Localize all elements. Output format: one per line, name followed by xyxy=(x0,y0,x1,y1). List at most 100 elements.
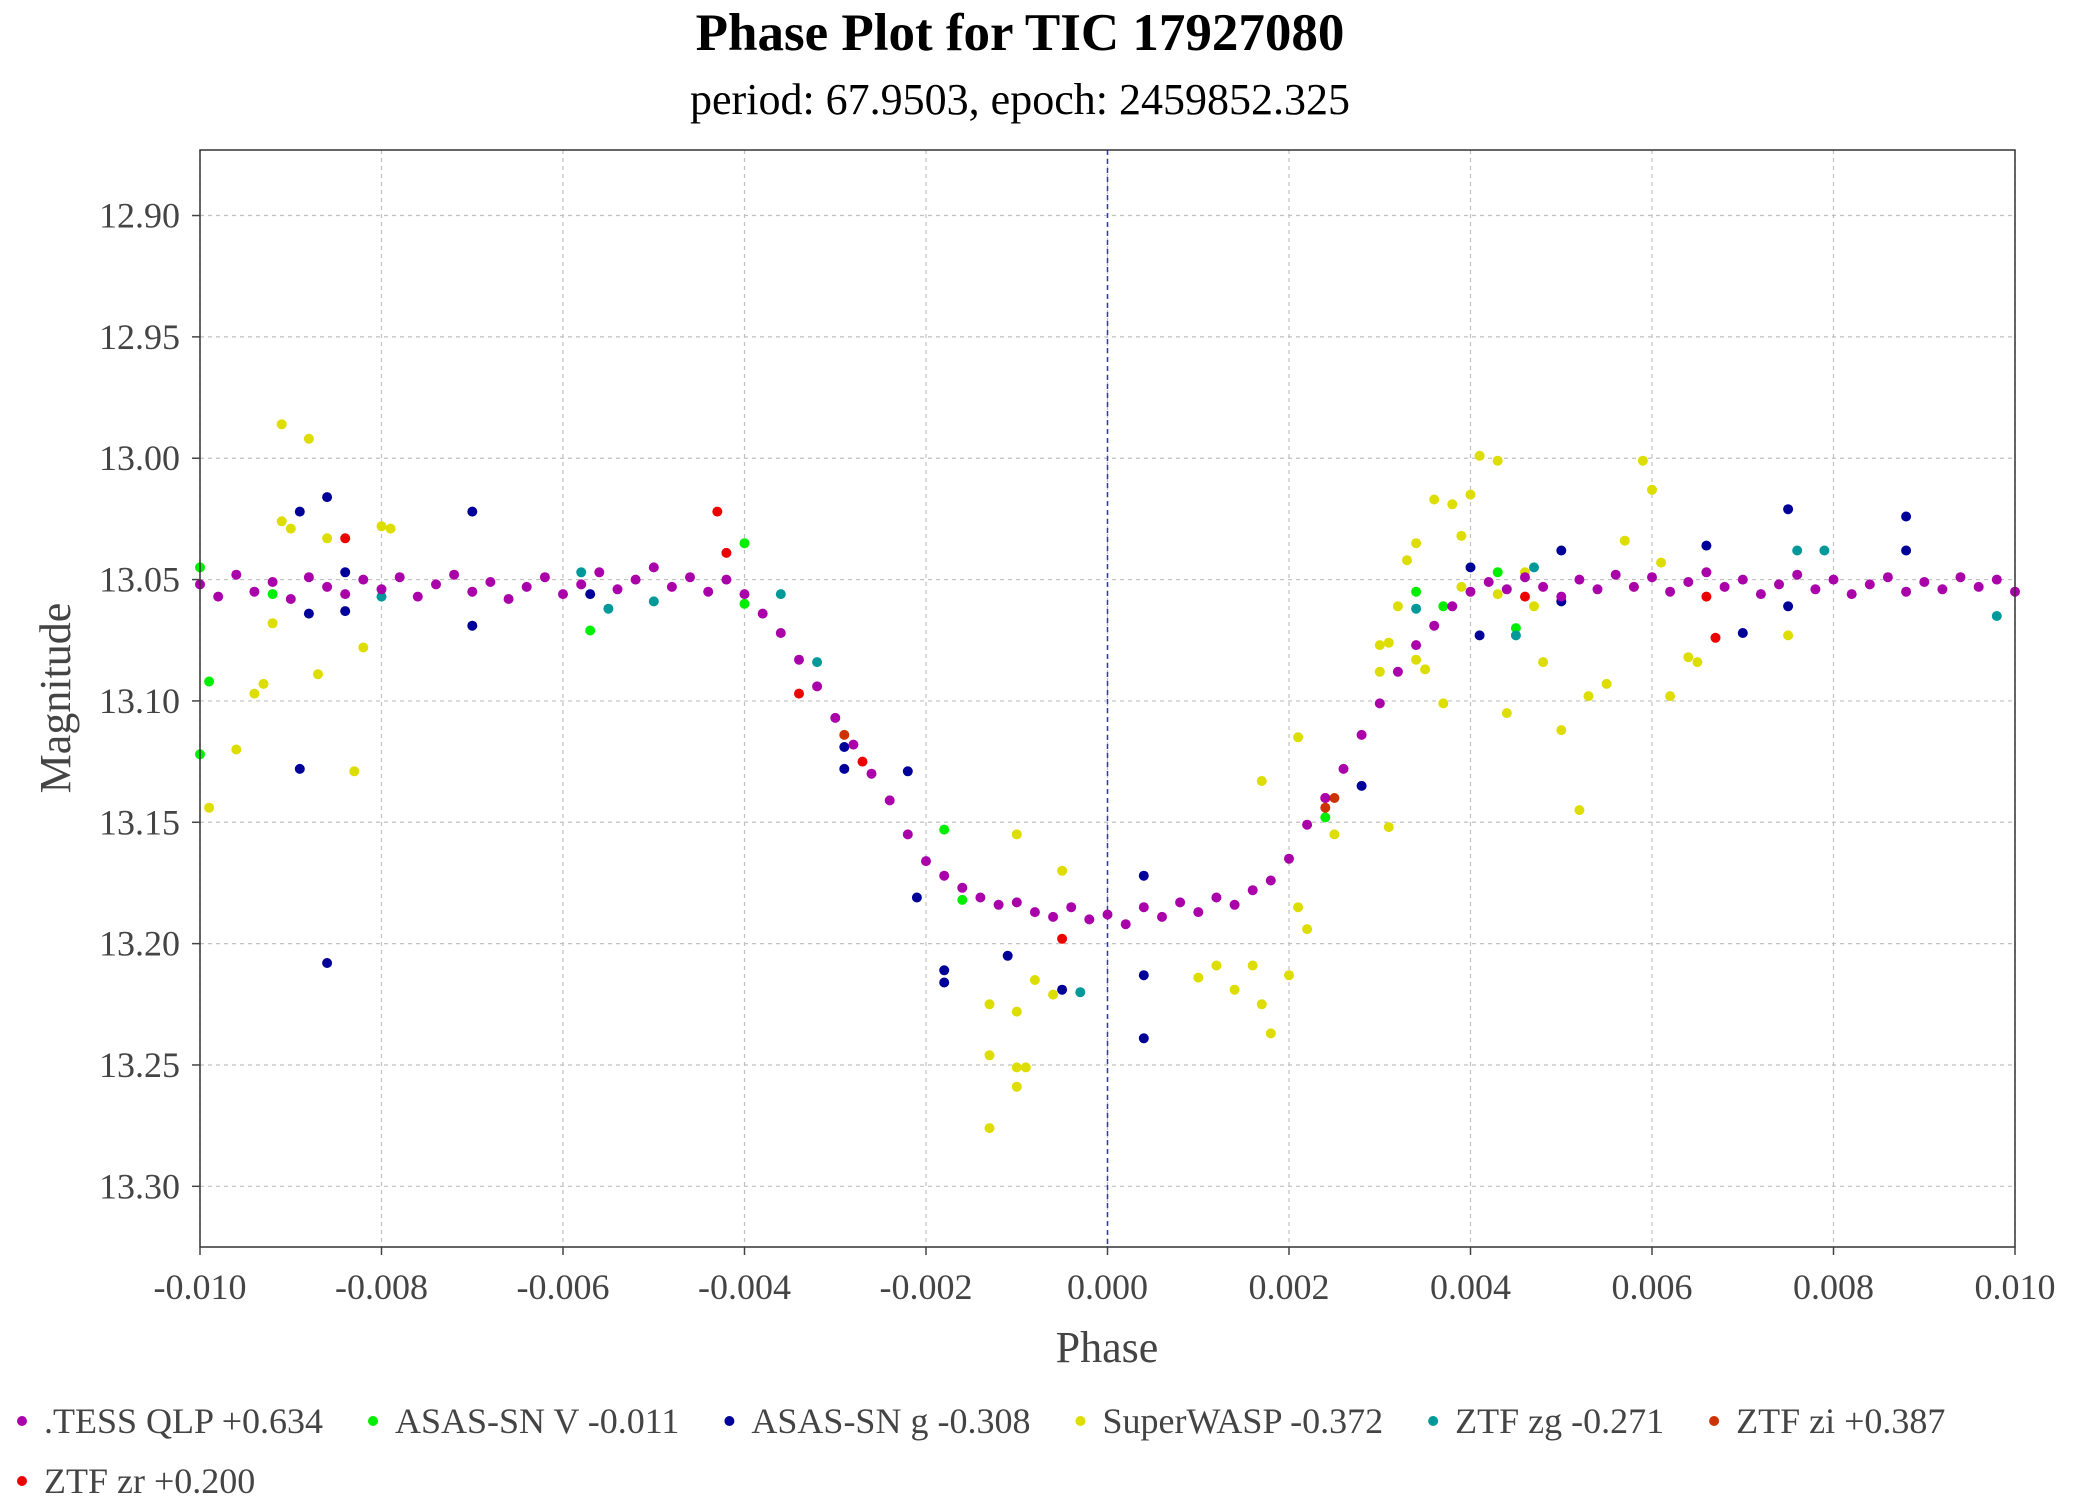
x-tick-label: -0.006 xyxy=(517,1267,610,1307)
data-point xyxy=(1447,601,1458,612)
data-point xyxy=(939,977,950,988)
data-point xyxy=(1383,822,1394,833)
x-tick-label: -0.008 xyxy=(335,1267,428,1307)
data-point xyxy=(1229,899,1240,910)
data-point xyxy=(249,586,260,597)
data-point xyxy=(1229,984,1240,995)
data-point xyxy=(340,567,351,578)
data-point xyxy=(1320,793,1331,803)
data-point xyxy=(1329,793,1340,803)
y-tick-label: 13.25 xyxy=(99,1045,180,1085)
data-point xyxy=(1057,865,1068,876)
data-point xyxy=(1665,586,1676,597)
data-point xyxy=(1719,581,1730,592)
x-tick-label: 0.000 xyxy=(1067,1267,1148,1307)
data-point xyxy=(539,572,550,583)
legend-label: .TESS QLP +0.634 xyxy=(44,1401,323,1441)
legend-item: ZTF zg -0.271 xyxy=(1428,1401,1664,1441)
data-point xyxy=(1102,909,1113,920)
data-point xyxy=(1601,678,1612,689)
data-point xyxy=(1538,581,1549,592)
data-point xyxy=(1783,504,1794,515)
data-point xyxy=(276,516,287,527)
data-point xyxy=(376,584,387,595)
data-point xyxy=(576,567,587,578)
legend-marker xyxy=(1428,1416,1439,1426)
data-point xyxy=(303,572,314,583)
legend-label: ASAS-SN g -0.308 xyxy=(751,1401,1030,1441)
data-point xyxy=(648,596,659,607)
data-point xyxy=(1320,802,1331,813)
data-point xyxy=(939,824,950,835)
data-point xyxy=(1320,812,1331,823)
series-1 xyxy=(195,538,1521,905)
data-point xyxy=(1737,574,1748,585)
data-point xyxy=(521,581,532,592)
data-point xyxy=(1438,601,1449,612)
data-point xyxy=(1438,698,1449,709)
data-point xyxy=(1002,950,1013,961)
legend-item: ZTF zi +0.387 xyxy=(1709,1401,1945,1441)
data-point xyxy=(648,562,659,573)
y-tick-label: 13.15 xyxy=(99,802,180,842)
data-point xyxy=(1529,601,1539,612)
data-point xyxy=(921,856,931,867)
legend-item: ZTF zr +0.200 xyxy=(17,1461,255,1501)
data-point xyxy=(1338,763,1349,774)
data-point xyxy=(1991,611,2002,621)
legend-marker xyxy=(17,1476,27,1486)
data-point xyxy=(485,577,496,587)
data-point xyxy=(1066,902,1077,913)
data-point xyxy=(1193,972,1204,983)
y-axis-ticks: 12.90 12.95 13.00 13.05 13.10 13.15 13.20 13.25… xyxy=(99,196,200,1206)
data-point xyxy=(1356,729,1367,740)
data-point xyxy=(884,795,895,806)
legend-label: ZTF zr +0.200 xyxy=(44,1461,255,1501)
data-point xyxy=(1374,698,1385,709)
data-point xyxy=(1011,1081,1022,1092)
x-tick-label: 0.002 xyxy=(1249,1267,1330,1307)
data-point xyxy=(1556,545,1567,556)
data-point xyxy=(775,628,786,638)
data-point xyxy=(839,742,850,752)
data-point xyxy=(1520,591,1530,602)
data-point xyxy=(1701,591,1712,602)
data-point xyxy=(394,572,405,583)
data-point xyxy=(1020,1062,1031,1073)
legend-marker xyxy=(1075,1416,1086,1426)
y-axis-label: Magnitude xyxy=(31,603,80,794)
chart-title: Phase Plot for TIC 17927080 xyxy=(696,4,1345,62)
data-point xyxy=(294,763,305,774)
data-point xyxy=(1628,581,1639,592)
data-point xyxy=(1193,907,1204,918)
data-point xyxy=(1029,975,1040,985)
data-point xyxy=(285,594,296,604)
data-point xyxy=(1402,555,1412,566)
data-point xyxy=(313,669,323,680)
data-point xyxy=(1383,637,1394,648)
data-point xyxy=(376,521,387,532)
data-point xyxy=(358,642,369,653)
legend-marker xyxy=(17,1416,27,1426)
data-point xyxy=(1374,640,1385,651)
data-point xyxy=(630,574,641,585)
data-point xyxy=(1556,725,1567,736)
data-point xyxy=(812,657,823,668)
data-point xyxy=(939,965,950,976)
data-point xyxy=(993,899,1004,910)
data-point xyxy=(1293,732,1304,743)
data-point xyxy=(775,589,786,600)
data-point xyxy=(1610,569,1621,580)
data-point xyxy=(322,958,333,968)
data-point xyxy=(866,768,877,779)
data-point xyxy=(1138,870,1149,881)
data-point xyxy=(1411,586,1422,597)
data-point xyxy=(467,620,478,631)
data-point xyxy=(1901,511,1912,522)
data-point xyxy=(1501,708,1512,719)
x-tick-label: -0.010 xyxy=(154,1267,247,1307)
legend-label: SuperWASP -0.372 xyxy=(1102,1401,1383,1441)
chart-subtitle: period: 67.9503, epoch: 2459852.325 xyxy=(690,75,1350,124)
data-point xyxy=(1429,494,1440,505)
data-point xyxy=(1120,919,1131,930)
